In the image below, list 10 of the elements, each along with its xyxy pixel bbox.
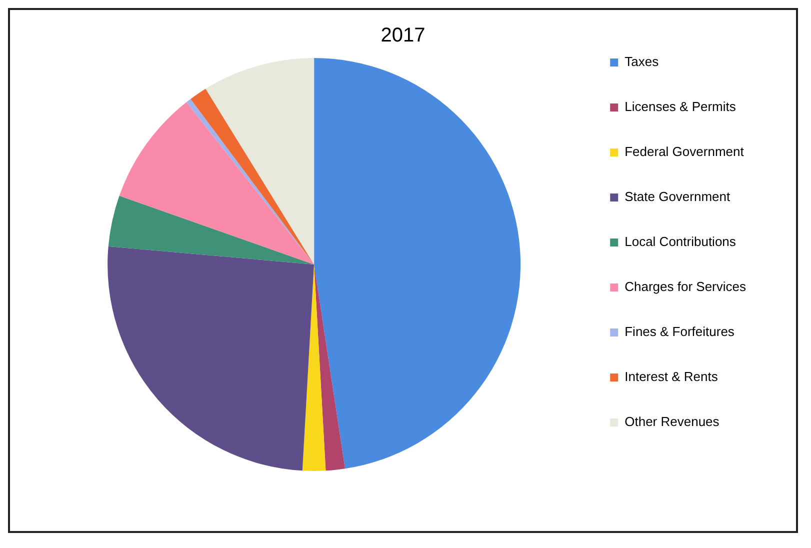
legend-label: Local Contributions [624, 234, 736, 250]
legend-label: Charges for Services [624, 279, 746, 294]
legend-label: Interest & Rents [624, 369, 718, 384]
legend-label: Licenses & Permits [624, 99, 736, 114]
legend-label: Federal Government [624, 144, 744, 160]
legend-label: Other Revenues [624, 414, 720, 430]
legend-label: Fines & Forfeitures [624, 324, 735, 340]
legend-label: Taxes [624, 54, 660, 70]
legend-label: State Government [624, 189, 731, 204]
chart-title: 2017 [380, 24, 426, 47]
